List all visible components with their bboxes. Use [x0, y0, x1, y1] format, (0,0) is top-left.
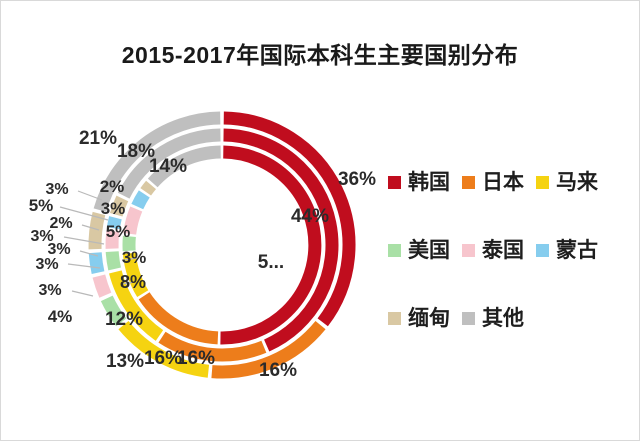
data-label: 3%: [122, 248, 147, 267]
data-label: 3%: [30, 228, 53, 245]
legend-label: 马来: [556, 170, 598, 194]
data-label: 3%: [38, 282, 61, 299]
leader-line: [71, 290, 94, 297]
legend-label: 日本: [482, 170, 524, 194]
page-title: 2015-2017年国际本科生主要国别分布: [121, 42, 519, 68]
donut-segment: [92, 274, 112, 298]
donut-segment: [158, 331, 267, 362]
leader-line: [121, 281, 136, 285]
data-label: 21%: [79, 128, 117, 149]
donut-segment: [118, 320, 210, 378]
leader-line: [79, 250, 99, 257]
donut-segment: [105, 251, 122, 271]
donut-segment: [140, 180, 157, 196]
data-label: 4%: [48, 307, 73, 326]
donut-rings: [88, 111, 356, 379]
data-label: 5...: [258, 252, 284, 273]
donut-segment: [223, 111, 356, 327]
leader-line: [77, 190, 103, 201]
leader-line: [123, 257, 138, 261]
legend-item-日本[interactable]: 日本: [462, 172, 524, 193]
data-label: 44%: [291, 206, 329, 227]
legend-item-马来[interactable]: 马来: [536, 172, 598, 193]
leader-line: [63, 236, 105, 245]
legend-swatch-icon: [388, 175, 401, 189]
label-leader-lines: [59, 190, 138, 297]
legend-label: 泰国: [482, 238, 524, 262]
data-label: 36%: [338, 169, 376, 190]
donut-segment: [220, 145, 322, 345]
data-label: 3%: [47, 241, 70, 258]
donut-segment: [88, 211, 106, 250]
legend-item-其他[interactable]: 其他: [462, 308, 524, 329]
data-label: 18%: [117, 141, 155, 162]
donut-segment: [211, 320, 326, 379]
data-label: 16%: [177, 348, 215, 369]
data-labels: 36%16%13%4%3%3%5%21%44%16%12%3%3%2%3%18%…: [29, 128, 376, 381]
donut-segment: [147, 145, 221, 188]
legend-swatch-icon: [388, 311, 401, 325]
chart-legend: 韩国 日本 马来美国 泰国 蒙古缅甸 其他: [388, 165, 633, 340]
legend-swatch-icon: [388, 243, 401, 257]
legend-swatch-icon: [462, 175, 475, 189]
legend-row: 缅甸 其他: [388, 301, 633, 335]
donut-segment: [138, 292, 219, 345]
legend-label: 其他: [482, 306, 524, 330]
donut-segment: [131, 190, 150, 210]
legend-item-泰国[interactable]: 泰国: [462, 240, 524, 261]
legend-item-美国[interactable]: 美国: [388, 240, 450, 261]
donut-segment: [93, 111, 221, 212]
data-label: 14%: [149, 156, 187, 177]
data-label: 5%: [29, 196, 54, 215]
legend-swatch-icon: [536, 175, 549, 189]
data-label: 5%: [106, 222, 131, 241]
donut-segment: [117, 128, 221, 199]
donut-segment: [109, 270, 164, 341]
donut-segment: [88, 252, 105, 275]
data-label: 12%: [105, 309, 143, 330]
data-label: 3%: [101, 199, 126, 218]
legend-item-缅甸[interactable]: 缅甸: [388, 308, 450, 329]
data-label: 16%: [259, 360, 297, 381]
legend-swatch-icon: [536, 243, 549, 257]
leader-line: [67, 263, 101, 269]
donut-segment: [100, 295, 127, 327]
data-label: 16%: [144, 348, 182, 369]
data-label: 8%: [120, 272, 146, 292]
leader-line: [81, 224, 100, 231]
legend-label: 蒙古: [556, 238, 598, 262]
donut-segment: [122, 252, 149, 298]
legend-label: 缅甸: [408, 306, 450, 330]
data-label: 3%: [45, 181, 68, 198]
data-label: 2%: [100, 177, 125, 196]
data-label: 13%: [106, 351, 144, 372]
legend-swatch-icon: [462, 243, 475, 257]
legend-label: 韩国: [408, 170, 450, 194]
donut-segment: [105, 230, 120, 249]
data-label: 2%: [49, 215, 72, 232]
donut-segment: [123, 206, 143, 235]
legend-item-韩国[interactable]: 韩国: [388, 172, 450, 193]
leader-line: [59, 206, 109, 221]
data-label: 3%: [35, 256, 58, 273]
donut-segment: [106, 216, 122, 230]
legend-item-蒙古[interactable]: 蒙古: [536, 240, 598, 261]
legend-row: 韩国 日本 马来: [388, 165, 633, 199]
legend-row: 美国 泰国 蒙古: [388, 233, 633, 267]
legend-label: 美国: [408, 238, 450, 262]
donut-segment: [223, 128, 339, 352]
donut-segment: [109, 195, 129, 217]
legend-swatch-icon: [462, 311, 475, 325]
